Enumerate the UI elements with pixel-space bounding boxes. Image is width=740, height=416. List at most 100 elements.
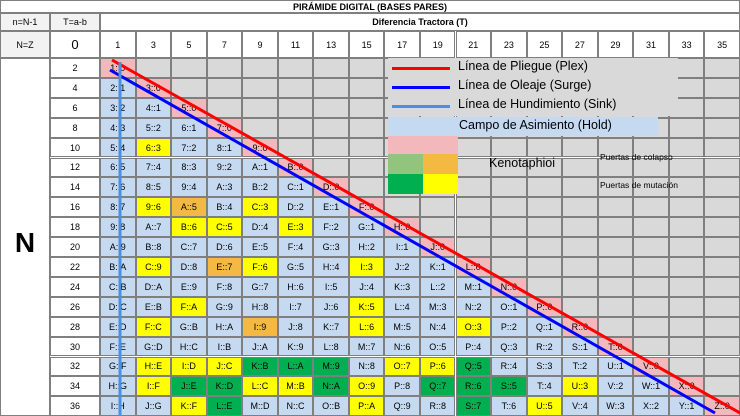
pyramid-cell: T::4 [526, 376, 563, 397]
pyramid-cell: 3::2 [100, 97, 136, 118]
empty-cell [562, 257, 598, 277]
empty-cell [704, 257, 740, 277]
plex-line [111, 58, 740, 415]
pyramid-cell: A::1 [242, 157, 278, 178]
empty-cell [668, 336, 705, 357]
empty-cell [704, 157, 740, 178]
empty-cell [562, 276, 598, 297]
pyramid-cell: O::7 [384, 356, 420, 377]
empty-cell [526, 276, 563, 297]
empty-cell [562, 137, 598, 158]
pyramid-cell: F::8 [206, 276, 243, 297]
pyramid-cell: C::7 [171, 237, 207, 257]
empty-cell [491, 137, 527, 158]
pyramid-cell: B::8 [135, 237, 172, 257]
empty-cell [277, 77, 314, 98]
pyramid-cell: A::9 [100, 237, 136, 257]
pyramid-cell: L::C [242, 376, 278, 397]
pyramid-cell: M::9 [313, 356, 349, 377]
pyramid-cell: K::3 [384, 276, 420, 297]
empty-cell [348, 58, 385, 78]
empty-cell [704, 177, 740, 198]
pyramid-cell: F::2 [313, 217, 349, 238]
t-zero: 0 [50, 31, 100, 58]
pyramid-cell: I::3 [348, 257, 385, 277]
pyramid-cell: C::1 [277, 177, 314, 198]
pyramid-cell: K::5 [348, 296, 385, 317]
empty-cell [704, 316, 740, 337]
n-label: n=N-1 [0, 13, 50, 31]
empty-cell [348, 77, 385, 98]
pyramid-cell: J::2 [384, 257, 420, 277]
empty-cell [633, 316, 669, 337]
pyramid-cell: K::9 [277, 336, 314, 357]
pyramid-cell: 8::1 [206, 137, 243, 158]
empty-cell [597, 137, 634, 158]
pyramid-cell: H::C [171, 336, 207, 357]
pyramid-cell: P::6 [419, 356, 456, 377]
pyramid-cell: I::9 [242, 316, 278, 337]
n-value-24: 24 [50, 276, 100, 297]
pyramid-cell: K::B [242, 356, 278, 377]
pyramid-cell: G::D [135, 336, 172, 357]
empty-cell [206, 58, 243, 78]
empty-cell [668, 217, 705, 238]
empty-cell [313, 117, 349, 138]
empty-cell [704, 356, 740, 377]
pyramid-cell: L::6 [348, 316, 385, 337]
empty-cell [313, 137, 349, 158]
empty-cell [633, 217, 669, 238]
pyramid-cell: 9::6 [135, 197, 172, 218]
empty-cell [633, 237, 669, 257]
legend-mutation-yellow-swatch [423, 174, 458, 194]
pyramid-cell: 5::4 [100, 137, 136, 158]
pyramid-cell: E::5 [242, 237, 278, 257]
t-header-21: 21 [455, 31, 492, 58]
pyramid-cell: L::4 [384, 296, 420, 317]
pyramid-cell: T::6 [491, 396, 527, 416]
pyramid-cell: E::D [100, 316, 136, 337]
empty-cell [419, 197, 456, 218]
empty-cell [597, 157, 634, 178]
empty-cell [526, 217, 563, 238]
pyramid-cell: 3::0 [135, 77, 172, 98]
pyramid-cell: S::5 [491, 376, 527, 397]
n-value-12: 12 [50, 157, 100, 178]
pyramid-cell: O::3 [455, 316, 492, 337]
pyramid-cell: N::2 [455, 296, 492, 317]
t-header-29: 29 [597, 31, 634, 58]
empty-cell [668, 177, 705, 198]
empty-cell [491, 217, 527, 238]
empty-cell [704, 336, 740, 357]
pyramid-cell: J::C [206, 356, 243, 377]
empty-cell [633, 296, 669, 317]
pyramid-cell: 6::5 [100, 157, 136, 178]
t-header-27: 27 [562, 31, 598, 58]
legend-mutation-label: Puertas de mutación [600, 180, 678, 190]
empty-cell [491, 257, 527, 277]
empty-cell [562, 237, 598, 257]
empty-cell [597, 217, 634, 238]
empty-cell [597, 316, 634, 337]
pyramid-cell: I::D [171, 356, 207, 377]
pyramid-cell: N::6 [384, 336, 420, 357]
pyramid-cell: C::3 [242, 197, 278, 218]
empty-cell [242, 77, 278, 98]
empty-cell [668, 296, 705, 317]
t-header-33: 33 [668, 31, 705, 58]
pyramid-cell: M::7 [348, 336, 385, 357]
empty-cell [704, 97, 740, 118]
pyramid-cell: E::7 [206, 257, 243, 277]
empty-cell [491, 237, 527, 257]
pyramid-cell: H::G [100, 376, 136, 397]
empty-cell [242, 58, 278, 78]
diff-title: Diferencia Tractora (T) [100, 13, 740, 31]
pyramid-cell: D::2 [277, 197, 314, 218]
pyramid-cell: 4::3 [100, 117, 136, 138]
pyramid-cell: 8::3 [171, 157, 207, 178]
pyramid-cell: E::9 [171, 276, 207, 297]
pyramid-cell: A::5 [171, 197, 207, 218]
legend-collapse-green-swatch [388, 154, 423, 174]
empty-cell [171, 77, 207, 98]
pyramid-cell: G::B [171, 316, 207, 337]
